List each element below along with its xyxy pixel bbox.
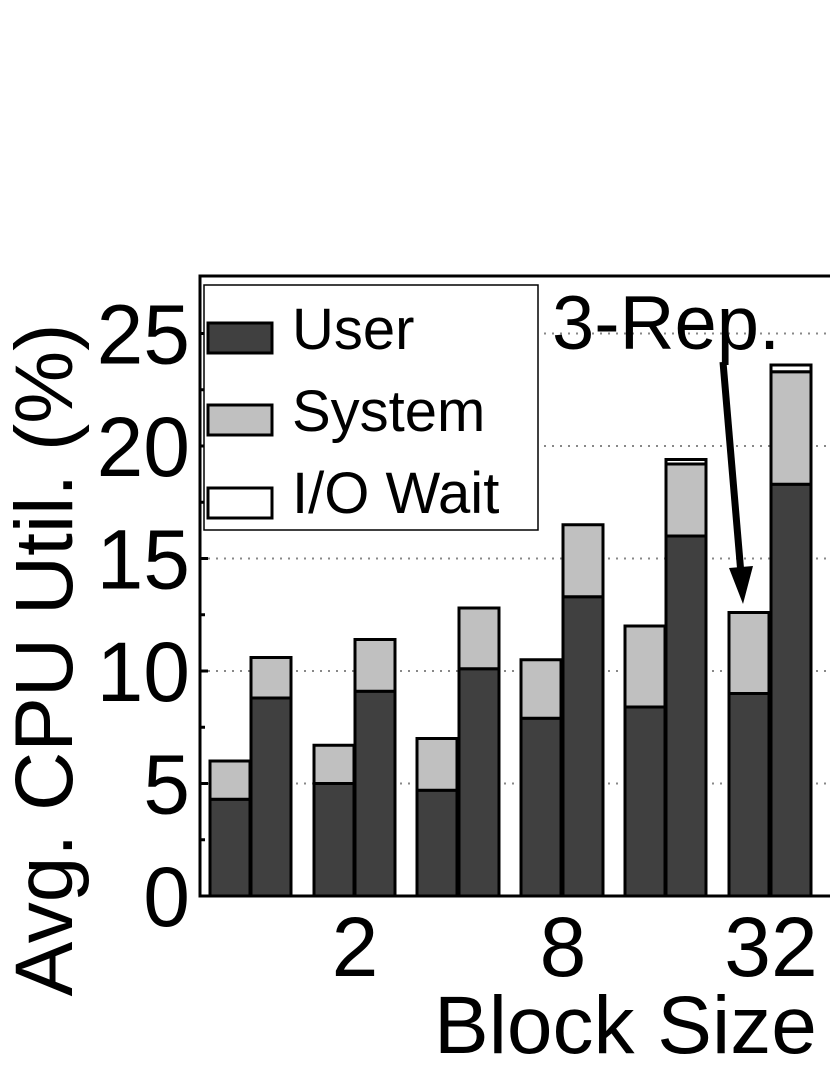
y-tick-label: 15 <box>97 513 190 607</box>
x-tick-labels: 2 8 32 <box>332 900 818 994</box>
plot-frame <box>198 274 830 898</box>
legend-label-user: User <box>292 297 414 362</box>
bar-segment-i-o-wait <box>664 458 708 466</box>
bar-segment-user <box>353 689 397 898</box>
bar-segment-system <box>208 759 252 801</box>
bar-segment-system <box>769 370 813 486</box>
x-tick-label: 2 <box>332 900 379 994</box>
annotation-label: 3-Rep. <box>552 281 780 366</box>
bar-segment-system <box>457 606 501 671</box>
legend-label-iowait: I/O Wait <box>292 461 499 526</box>
y-tick-label: 5 <box>143 738 190 832</box>
annotation-3rep: 3-Rep. <box>552 281 780 604</box>
legend-label-system: System <box>292 379 485 444</box>
bar-segment-system <box>561 523 605 599</box>
legend-swatch-system <box>206 403 274 437</box>
bar-segment-user <box>519 716 563 898</box>
bar-segment-user <box>623 705 667 898</box>
y-tick-label: 20 <box>97 400 190 494</box>
y-tick-label: 10 <box>97 625 190 719</box>
bar-segment-i-o-wait <box>769 363 813 374</box>
bar-segment-system <box>664 462 708 538</box>
bar-segment-system <box>312 743 356 785</box>
bar-segment-user <box>312 782 356 898</box>
bar-segment-user <box>727 692 771 898</box>
bar-segment-system <box>519 658 563 720</box>
bar-segment-system <box>623 624 667 709</box>
y-tick-labels: 0 5 10 15 20 25 <box>97 288 190 945</box>
bar-segment-system <box>415 737 459 792</box>
x-axis-title: Block Size <box>434 980 817 1071</box>
x-tick-label: 32 <box>724 900 817 994</box>
legend-swatch-iowait <box>206 486 274 520</box>
bar-segment-user <box>249 696 293 898</box>
y-tick-label: 0 <box>143 850 190 944</box>
bar-segment-user <box>769 482 813 898</box>
annotation-arrow-shaft <box>719 361 745 575</box>
y-tick-label: 25 <box>97 288 190 382</box>
bar-segment-user <box>664 534 708 898</box>
annotation-arrow-head <box>729 566 753 604</box>
legend: User System I/O Wait <box>203 284 539 531</box>
bar-segment-user <box>457 667 501 898</box>
bar-segment-user <box>415 788 459 898</box>
bar-segment-user <box>208 797 252 898</box>
bar-segment-user <box>561 595 605 898</box>
bar-segment-system <box>249 656 293 700</box>
x-tick-label: 8 <box>540 900 587 994</box>
bar-segment-system <box>727 611 771 695</box>
bar-segment-system <box>353 638 397 693</box>
y-axis-title: Avg. CPU Util. (%) <box>0 324 90 997</box>
legend-swatch-user <box>206 321 274 355</box>
